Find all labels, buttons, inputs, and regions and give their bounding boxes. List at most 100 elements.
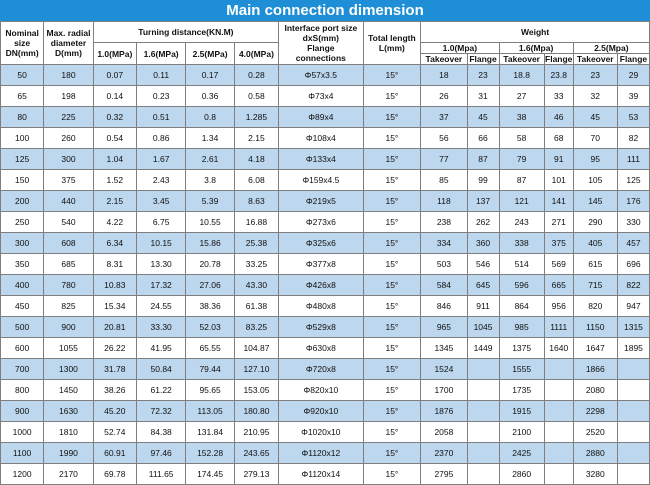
table-row: 1100 1990 60.91 97.46 152.28 243.65 Φ1120x12 15… — [0, 442, 650, 464]
cell-weight-1-0-flange — [466, 358, 500, 380]
cell-weight-1-6-flange: 569 — [543, 253, 574, 275]
header-pressure-1-6: 1.6(MPa) — [135, 42, 187, 65]
cell-weight-2-5-flange — [616, 358, 650, 380]
cell-total-length: 15° — [362, 379, 422, 401]
cell-nominal-size: 600 — [0, 337, 45, 359]
table-row: 150 375 1.52 2.43 3.8 6.08 Φ159x4.5 15° 85 99 87 10… — [0, 169, 650, 191]
cell-weight-1-6-takeover: 38 — [498, 106, 545, 128]
cell-turning-2-5: 15.86 — [185, 232, 235, 254]
cell-total-length: 15° — [362, 106, 422, 128]
cell-weight-2-5-takeover: 23 — [572, 64, 618, 86]
cell-total-length: 15° — [362, 64, 422, 86]
cell-turning-1-0: 4.22 — [92, 211, 137, 233]
cell-weight-2-5-takeover: 145 — [572, 190, 618, 212]
cell-total-length: 15° — [362, 253, 422, 275]
cell-turning-2-5: 131.84 — [185, 421, 235, 443]
cell-interface-port: Φ920x10 — [278, 400, 364, 422]
cell-weight-2-5-takeover: 105 — [572, 169, 618, 191]
cell-weight-1-0-takeover: 26 — [420, 85, 468, 107]
cell-radial-diameter: 780 — [43, 274, 94, 296]
cell-turning-1-6: 97.46 — [135, 442, 187, 464]
header-weight-2-5: 2.5(Mpa) — [572, 42, 650, 54]
cell-turning-1-6: 1.67 — [135, 148, 187, 170]
cell-turning-1-6: 0.11 — [135, 64, 187, 86]
cell-weight-1-6-takeover: 243 — [498, 211, 545, 233]
cell-weight-1-6-takeover: 1375 — [498, 337, 545, 359]
cell-turning-4-0: 6.08 — [233, 169, 280, 191]
cell-total-length: 15° — [362, 211, 422, 233]
cell-turning-4-0: 16.88 — [233, 211, 280, 233]
cell-weight-1-0-takeover: 85 — [420, 169, 468, 191]
cell-turning-2-5: 113.05 — [185, 400, 235, 422]
cell-weight-1-6-flange: 141 — [543, 190, 574, 212]
cell-weight-2-5-takeover: 1647 — [572, 337, 618, 359]
cell-turning-4-0: 0.58 — [233, 85, 280, 107]
cell-turning-1-0: 52.74 — [92, 421, 137, 443]
cell-total-length: 15° — [362, 337, 422, 359]
cell-weight-1-0-flange: 99 — [466, 169, 500, 191]
cell-turning-1-0: 26.22 — [92, 337, 137, 359]
cell-nominal-size: 300 — [0, 232, 45, 254]
cell-weight-2-5-flange — [616, 379, 650, 401]
cell-turning-2-5: 0.36 — [185, 85, 235, 107]
cell-turning-1-6: 41.95 — [135, 337, 187, 359]
cell-interface-port: Φ1120x12 — [278, 442, 364, 464]
cell-nominal-size: 125 — [0, 148, 45, 170]
cell-interface-port: Φ73x4 — [278, 85, 364, 107]
cell-interface-port: Φ57x3.5 — [278, 64, 364, 86]
cell-weight-1-6-flange — [543, 379, 574, 401]
header-flange: Flange — [466, 53, 500, 65]
table-row: 1000 1810 52.74 84.38 131.84 210.95 Φ1020x10 15… — [0, 421, 650, 443]
header-takeover: Takeover — [498, 53, 545, 65]
cell-weight-2-5-flange: 947 — [616, 295, 650, 317]
cell-weight-2-5-flange — [616, 400, 650, 422]
cell-weight-1-0-flange: 23 — [466, 64, 500, 86]
cell-weight-1-0-flange: 911 — [466, 295, 500, 317]
cell-interface-port: Φ325x6 — [278, 232, 364, 254]
cell-total-length: 15° — [362, 316, 422, 338]
cell-turning-1-0: 0.14 — [92, 85, 137, 107]
cell-interface-port: Φ219x5 — [278, 190, 364, 212]
cell-weight-1-0-takeover: 77 — [420, 148, 468, 170]
cell-nominal-size: 900 — [0, 400, 45, 422]
cell-turning-1-6: 72.32 — [135, 400, 187, 422]
cell-weight-2-5-flange: 696 — [616, 253, 650, 275]
cell-turning-1-6: 0.51 — [135, 106, 187, 128]
cell-weight-1-6-takeover: 2425 — [498, 442, 545, 464]
cell-weight-1-6-takeover: 79 — [498, 148, 545, 170]
cell-interface-port: Φ426x8 — [278, 274, 364, 296]
cell-total-length: 15° — [362, 442, 422, 464]
cell-nominal-size: 800 — [0, 379, 45, 401]
cell-turning-2-5: 152.28 — [185, 442, 235, 464]
cell-total-length: 15° — [362, 463, 422, 485]
cell-weight-1-6-takeover: 2860 — [498, 463, 545, 485]
cell-turning-1-0: 10.83 — [92, 274, 137, 296]
cell-radial-diameter: 260 — [43, 127, 94, 149]
cell-weight-2-5-flange: 457 — [616, 232, 650, 254]
cell-turning-4-0: 25.38 — [233, 232, 280, 254]
cell-turning-2-5: 10.55 — [185, 211, 235, 233]
connection-dimension-table: Nominal size DN(mm) Max. radial diameter… — [0, 21, 650, 485]
cell-turning-2-5: 0.8 — [185, 106, 235, 128]
cell-turning-4-0: 243.65 — [233, 442, 280, 464]
cell-nominal-size: 1100 — [0, 442, 45, 464]
cell-weight-2-5-flange: 1895 — [616, 337, 650, 359]
cell-total-length: 15° — [362, 232, 422, 254]
cell-weight-2-5-takeover: 2880 — [572, 442, 618, 464]
cell-radial-diameter: 2170 — [43, 463, 94, 485]
cell-nominal-size: 450 — [0, 295, 45, 317]
cell-weight-1-0-takeover: 334 — [420, 232, 468, 254]
cell-interface-port: Φ133x4 — [278, 148, 364, 170]
cell-weight-2-5-takeover: 45 — [572, 106, 618, 128]
cell-turning-2-5: 5.39 — [185, 190, 235, 212]
cell-nominal-size: 1200 — [0, 463, 45, 485]
cell-weight-2-5-flange — [616, 421, 650, 443]
cell-total-length: 15° — [362, 358, 422, 380]
cell-weight-2-5-flange — [616, 463, 650, 485]
cell-interface-port: Φ108x4 — [278, 127, 364, 149]
cell-turning-1-6: 84.38 — [135, 421, 187, 443]
cell-turning-4-0: 0.28 — [233, 64, 280, 86]
cell-weight-1-6-flange: 33 — [543, 85, 574, 107]
cell-total-length: 15° — [362, 169, 422, 191]
